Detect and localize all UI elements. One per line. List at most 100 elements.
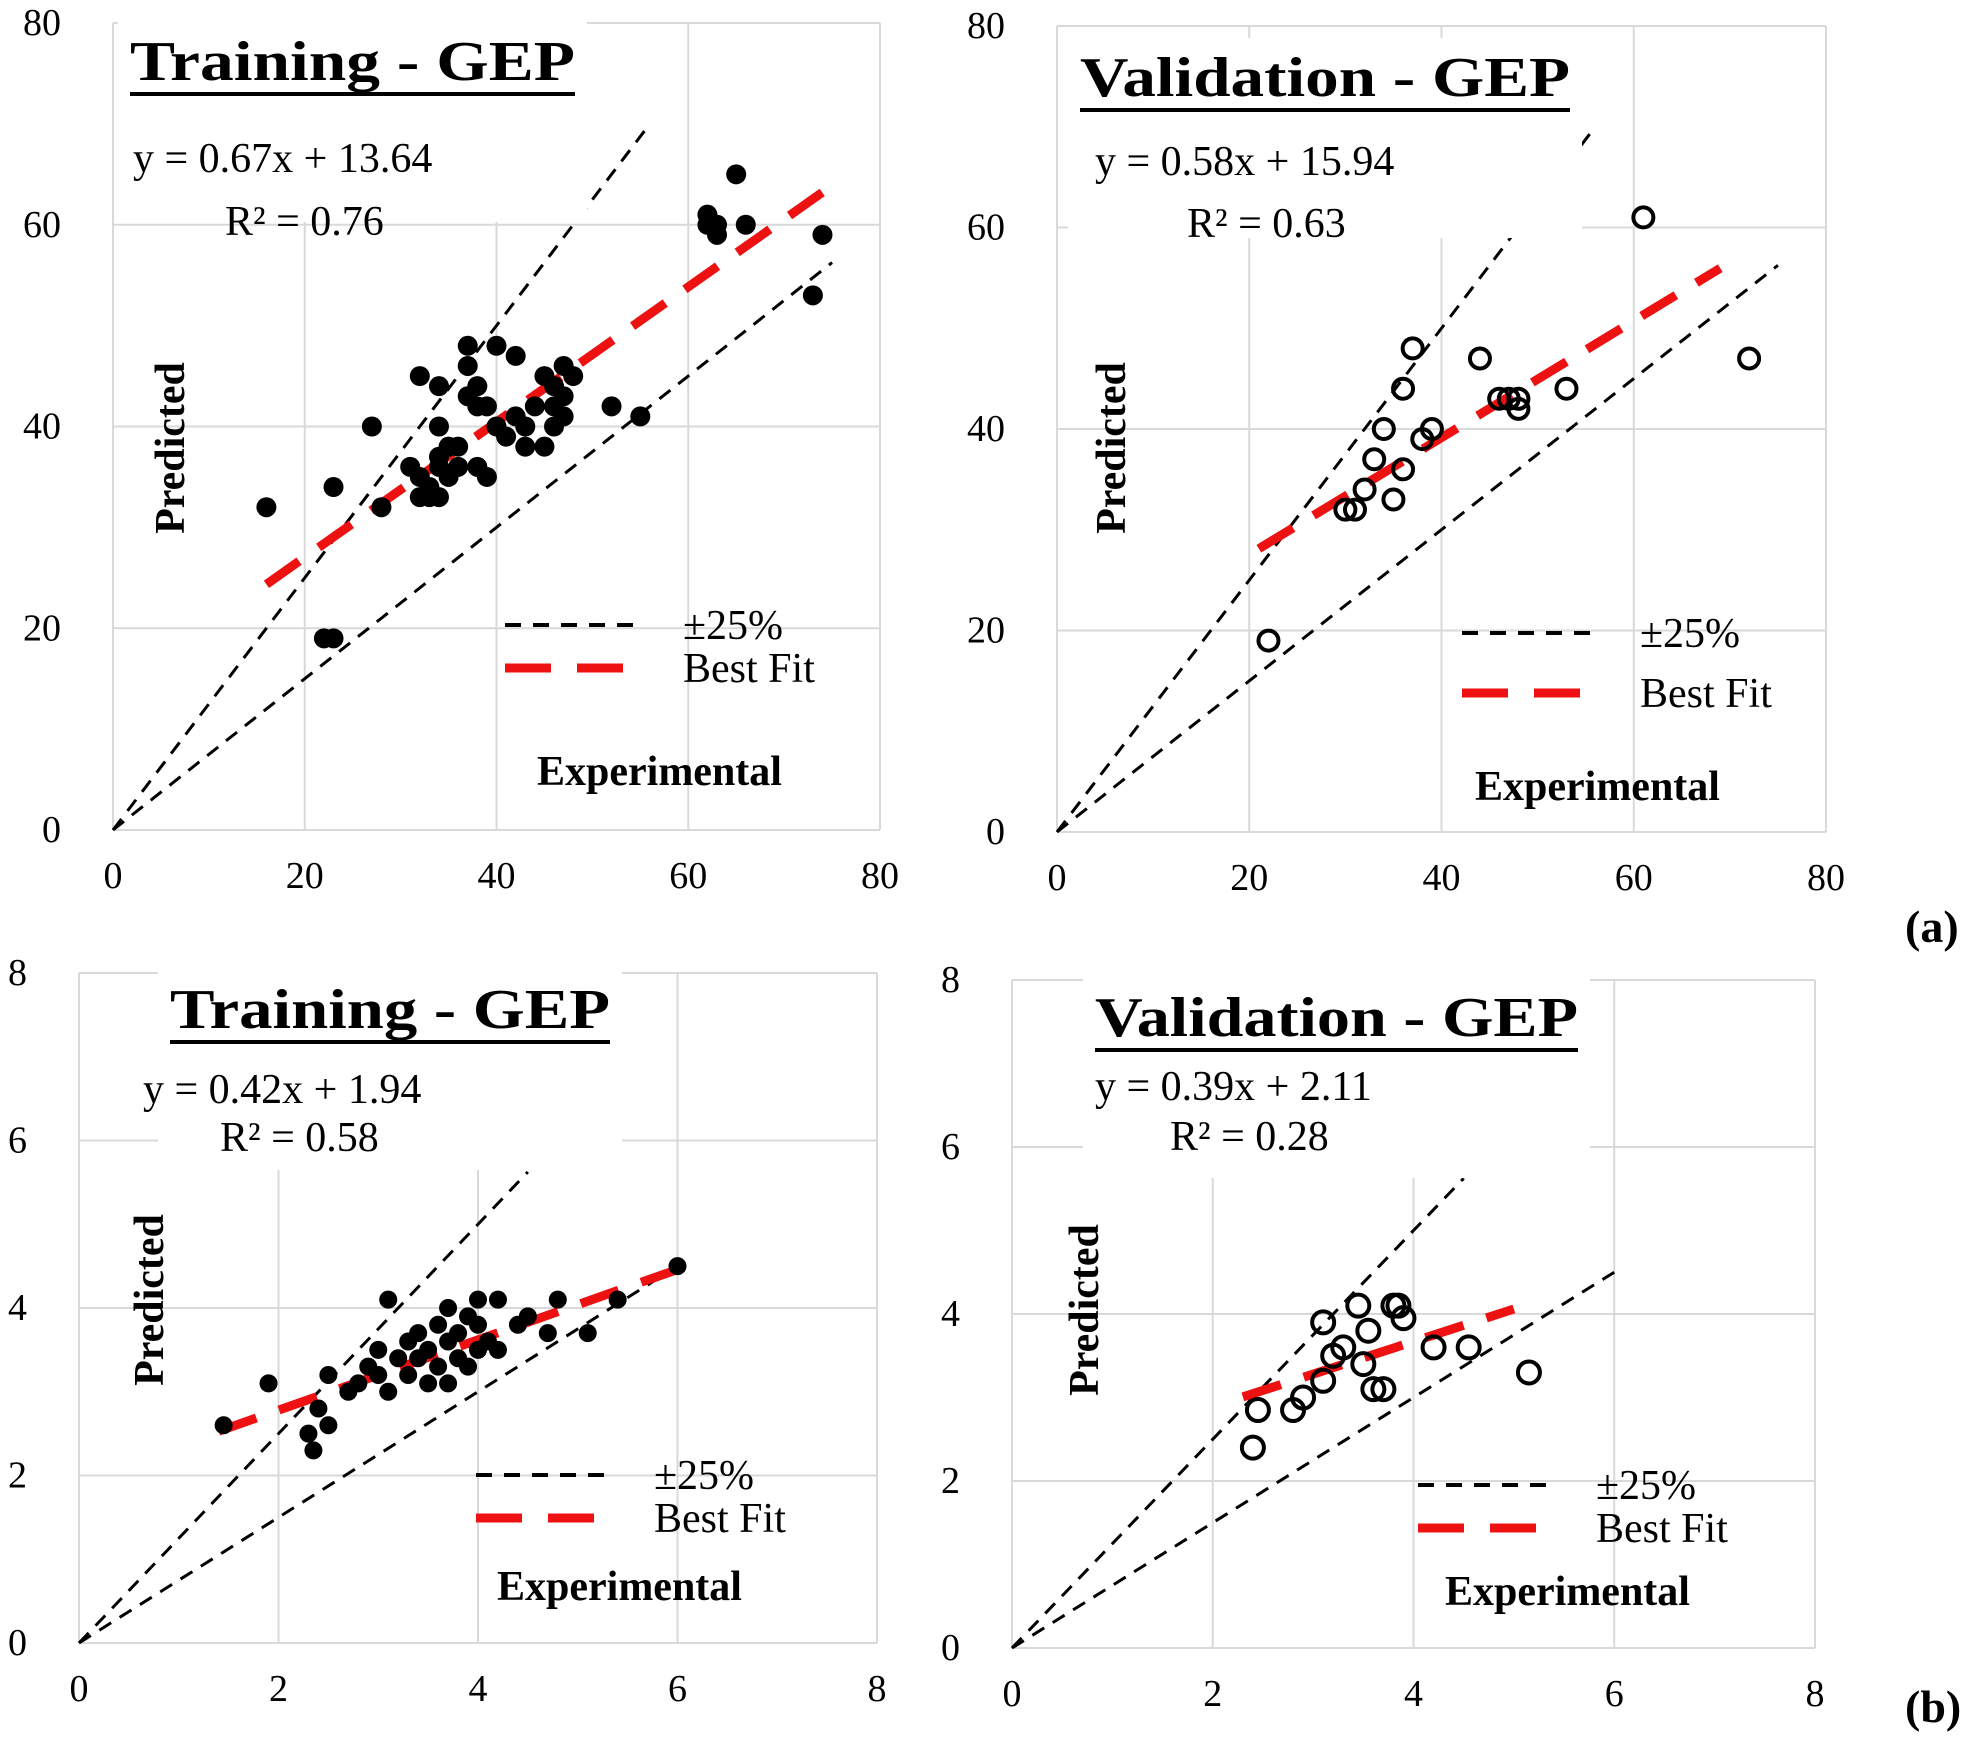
r-squared: R² = 0.58 (220, 1115, 379, 1161)
x-axis-label: Experimental (1445, 1569, 1690, 1615)
x-tick-label: 40 (478, 855, 516, 897)
data-point (1345, 1292, 1372, 1319)
data-point (389, 1349, 408, 1368)
data-point (429, 1357, 448, 1376)
data-point (496, 426, 517, 447)
y-tick-label: 8 (941, 959, 960, 1001)
legend-band-label: ±25% (1640, 611, 1740, 657)
data-point (1352, 477, 1377, 502)
chart-title: Validation - GEP (1080, 47, 1570, 109)
legend-band-label: ±25% (1596, 1463, 1696, 1509)
data-point (428, 416, 449, 437)
data-point (448, 436, 469, 457)
data-point (524, 396, 545, 417)
data-point (1370, 1376, 1397, 1403)
data-point (1554, 376, 1579, 401)
x-tick-label: 2 (269, 1668, 288, 1710)
regression-equation: y = 0.39x + 2.11 (1095, 1064, 1372, 1110)
best-fit-line (1241, 1304, 1516, 1402)
y-tick-label: 0 (42, 809, 61, 851)
x-tick-label: 0 (104, 855, 123, 897)
legend-fit-label: Best Fit (1640, 671, 1772, 717)
x-tick-label: 4 (469, 1668, 488, 1710)
data-point (309, 1399, 328, 1418)
data-point (505, 345, 526, 366)
upper-band-line (1010, 1177, 1465, 1650)
data-point (428, 376, 449, 397)
best-fit-line (217, 1265, 679, 1436)
upper-band-line (111, 122, 652, 831)
data-point (469, 1290, 487, 1309)
data-point (379, 1290, 398, 1309)
x-tick-label: 60 (1615, 857, 1653, 899)
x-tick-label: 8 (1806, 1673, 1825, 1715)
data-point (371, 497, 392, 518)
data-point (488, 1290, 507, 1309)
data-point (259, 1374, 278, 1393)
x-tick-label: 20 (1230, 857, 1268, 899)
data-point (323, 477, 344, 498)
legend: ±25% Best Fit (505, 603, 815, 692)
data-point (1330, 1334, 1357, 1361)
data-point (553, 406, 574, 427)
lower-band-line (1056, 264, 1779, 834)
data-point (409, 366, 430, 387)
x-tick-label: 80 (1807, 857, 1845, 899)
data-point (399, 1366, 418, 1384)
chart-title: Validation - GEP (1095, 987, 1578, 1049)
data-point (1381, 487, 1406, 512)
x-tick-label: 0 (1003, 1673, 1022, 1715)
legend-fit-label: Best Fit (654, 1496, 786, 1542)
data-point (1631, 205, 1656, 230)
data-point (1360, 1376, 1387, 1403)
legend: ±25% Best Fit (476, 1453, 786, 1542)
y-tick-label: 20 (967, 610, 1005, 652)
data-point (488, 1340, 507, 1359)
chart-validation-a: 0 20 40 60 80 0 20 40 60 80 Validation - GEP y = … (967, 5, 1845, 899)
chart-training-a: 0 20 40 60 80 0 20 40 60 80 Training - GEP y = 0.… (23, 2, 899, 897)
data-point (515, 436, 536, 457)
data-point (548, 1290, 567, 1309)
data-point (515, 416, 536, 437)
y-tick-label: 6 (941, 1126, 960, 1168)
data-point (1391, 457, 1416, 482)
data-point (448, 456, 469, 477)
data-point (428, 487, 449, 508)
r-squared: R² = 0.28 (1170, 1114, 1329, 1160)
upper-band-line (77, 1170, 529, 1645)
data-point (256, 497, 277, 518)
r-squared: R² = 0.76 (225, 199, 384, 245)
data-point (319, 1366, 338, 1384)
data-point (429, 1315, 448, 1334)
data-point (601, 396, 622, 417)
data-point (1390, 1305, 1417, 1332)
chart-validation-b: 0 2 4 6 8 0 2 4 6 8 Validation - GEP y = 0.39x + … (941, 959, 1825, 1715)
panel-label-a: (a) (1905, 901, 1959, 952)
y-tick-label: 0 (8, 1622, 27, 1664)
data-point (1239, 1434, 1266, 1461)
data-point (369, 1340, 388, 1359)
y-axis-label: Predicted (127, 1214, 173, 1386)
data-point (1362, 447, 1387, 472)
data-point (379, 1382, 398, 1401)
x-tick-label: 2 (1203, 1673, 1222, 1715)
data-point (812, 224, 833, 245)
data-point (1310, 1309, 1337, 1336)
data-point (538, 1324, 557, 1343)
y-tick-label: 40 (23, 406, 61, 448)
y-tick-label: 2 (8, 1455, 27, 1497)
legend-band-label: ±25% (683, 603, 783, 649)
y-tick-label: 80 (23, 2, 61, 44)
regression-equation: y = 0.58x + 15.94 (1095, 139, 1394, 185)
y-tick-label: 80 (967, 5, 1005, 47)
data-point (419, 1374, 438, 1393)
data-point (563, 366, 584, 387)
x-tick-label: 0 (1048, 857, 1067, 899)
data-point (486, 335, 507, 356)
x-tick-label: 0 (70, 1668, 89, 1710)
data-point (457, 355, 478, 376)
x-axis-label: Experimental (1475, 764, 1720, 810)
y-axis-label: Predicted (1062, 1224, 1108, 1396)
data-point (608, 1290, 627, 1309)
